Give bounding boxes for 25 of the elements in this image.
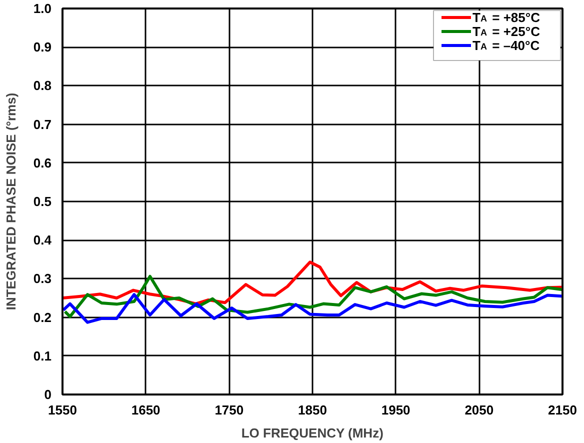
y-tick-label: 1.0 <box>33 1 52 16</box>
y-tick-label: 0.6 <box>33 155 52 170</box>
y-tick-label: 0 <box>44 387 52 402</box>
y-tick-label: 0.8 <box>33 78 52 94</box>
y-tick-label: 0.4 <box>33 232 52 248</box>
y-tick-label: 0.2 <box>33 310 52 325</box>
line-series <box>64 274 562 318</box>
x-tick-label: 2050 <box>464 402 494 418</box>
x-tick-label: 1850 <box>298 402 327 418</box>
y-tick-label: 0.1 <box>33 348 52 364</box>
x-tick-label: 1650 <box>131 402 160 418</box>
x-tick-label: 1950 <box>381 402 410 418</box>
legend-label: TA = +25°C <box>472 24 541 39</box>
x-axis-title: LO FREQUENCY (MHz) <box>241 426 384 440</box>
y-tick-label: 0.9 <box>33 40 52 55</box>
x-tick-label: 1550 <box>48 402 77 418</box>
x-tick-label: 2150 <box>548 402 577 418</box>
legend-label: TA = –40°C <box>472 38 540 53</box>
x-tick-label: 1750 <box>214 402 244 418</box>
y-tick-label: 0.5 <box>33 194 52 209</box>
legend-label: TA = +85°C <box>472 10 541 25</box>
y-tick-label: 0.7 <box>33 116 52 132</box>
y-axis-title: INTEGRATED PHASE NOISE (°rms) <box>3 92 18 310</box>
line-series <box>62 293 562 324</box>
y-tick-label: 0.3 <box>33 271 52 286</box>
